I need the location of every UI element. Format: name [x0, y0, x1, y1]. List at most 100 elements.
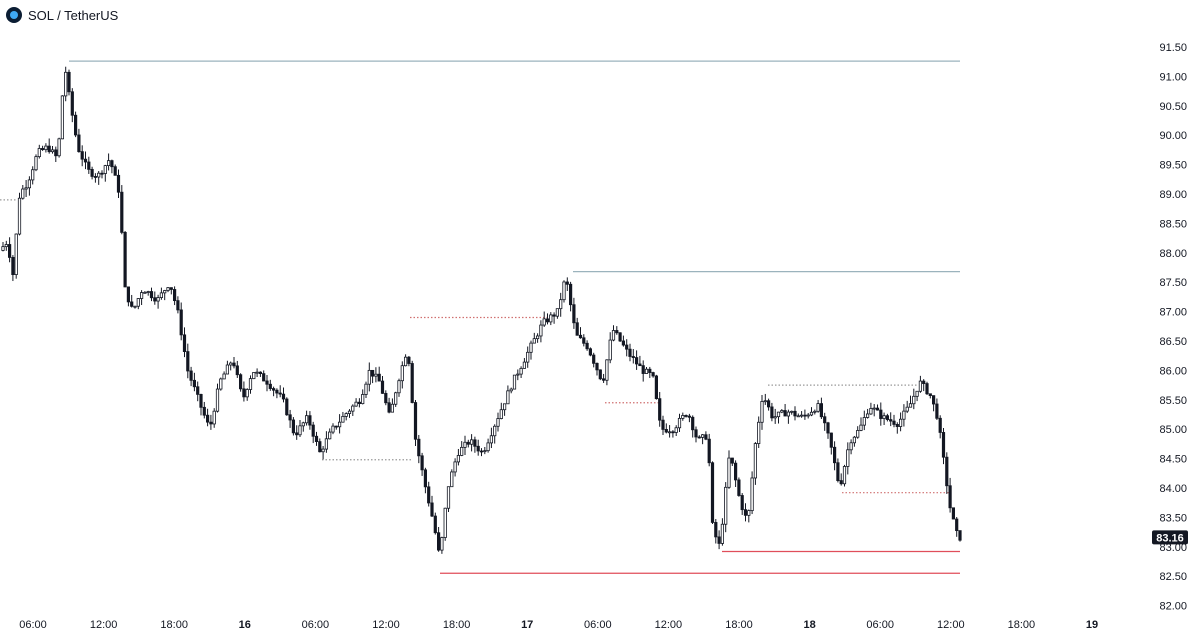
y-tick-label: 86.50: [1159, 336, 1187, 348]
candle: [199, 393, 203, 416]
candle: [539, 320, 543, 343]
candle: [671, 430, 675, 438]
candle: [852, 435, 857, 447]
candle: [479, 448, 484, 457]
candle: [717, 530, 721, 550]
level-lines: [0, 60, 960, 574]
candle: [806, 412, 810, 419]
candle: [410, 360, 414, 404]
candle: [526, 346, 530, 368]
y-tick-label: 85.00: [1159, 424, 1187, 436]
candle: [278, 385, 282, 398]
candle: [575, 317, 579, 336]
y-tick-label: 91.50: [1159, 42, 1187, 54]
candle: [753, 442, 758, 485]
candle: [295, 425, 299, 440]
candle: [605, 359, 609, 386]
y-tick-label: 89.00: [1159, 189, 1187, 201]
candle: [578, 327, 583, 339]
candle: [826, 421, 830, 439]
candle: [413, 399, 418, 446]
candle: [499, 402, 503, 420]
candle: [176, 296, 180, 314]
x-tick-label: 16: [239, 619, 251, 631]
candle: [585, 340, 589, 351]
candle: [192, 372, 196, 392]
candle: [493, 424, 497, 444]
candle: [618, 332, 622, 342]
candle: [209, 414, 213, 430]
candle: [57, 137, 61, 158]
candle: [658, 391, 662, 427]
candle: [397, 378, 401, 397]
candle: [136, 297, 140, 310]
candle: [27, 176, 32, 196]
candle: [126, 286, 130, 307]
candle: [225, 360, 229, 375]
candle: [407, 355, 411, 367]
candle: [77, 128, 81, 153]
candle: [430, 495, 434, 517]
candle: [370, 369, 375, 384]
x-tick-label: 06:00: [302, 619, 330, 631]
candle: [74, 111, 78, 138]
candle: [569, 281, 573, 312]
x-tick-label: 18:00: [1008, 619, 1036, 631]
candle: [687, 413, 692, 423]
y-tick-label: 84.50: [1159, 454, 1187, 466]
candle: [367, 362, 371, 392]
candle: [489, 427, 494, 449]
candle: [908, 395, 913, 408]
y-tick-label: 90.50: [1159, 101, 1187, 113]
x-tick-label: 12:00: [90, 619, 118, 631]
candle: [24, 180, 28, 198]
candle: [925, 381, 929, 396]
y-tick-label: 82.00: [1159, 601, 1187, 613]
candle: [351, 404, 355, 416]
candle: [727, 450, 731, 489]
candle: [945, 452, 949, 494]
x-tick-label: 18:00: [160, 619, 188, 631]
candle: [958, 530, 962, 542]
candle: [476, 439, 480, 456]
candle: [377, 366, 381, 382]
candle: [750, 471, 754, 515]
candle: [862, 410, 866, 431]
candle: [899, 412, 903, 432]
symbol-title[interactable]: SOL / TetherUS: [28, 7, 119, 23]
candle: [694, 426, 698, 443]
candle: [948, 477, 952, 513]
candle: [796, 413, 800, 418]
candle: [380, 376, 385, 394]
candle: [403, 354, 408, 367]
candle: [483, 446, 487, 455]
candle: [714, 519, 718, 544]
candles: [1, 66, 962, 554]
x-tick-label: 06:00: [584, 619, 612, 631]
candle: [1, 242, 5, 252]
candle: [691, 415, 695, 438]
y-tick-label: 90.00: [1159, 130, 1187, 142]
candle: [773, 408, 777, 424]
candle: [64, 66, 68, 102]
candle: [555, 308, 560, 319]
candle: [182, 327, 187, 358]
candle: [41, 145, 45, 151]
candle: [842, 464, 847, 487]
candle: [50, 146, 55, 154]
candle: [54, 146, 58, 163]
candle: [271, 386, 276, 397]
candle: [885, 413, 890, 422]
y-tick-label: 84.00: [1159, 483, 1187, 495]
candle: [469, 434, 474, 452]
candle: [163, 289, 167, 301]
candle: [4, 240, 8, 251]
y-tick-label: 91.00: [1159, 71, 1187, 83]
candle: [44, 143, 48, 153]
candle: [780, 409, 784, 414]
candle: [423, 467, 428, 494]
candle: [668, 425, 672, 438]
candle: [757, 416, 761, 448]
candle: [767, 398, 771, 411]
